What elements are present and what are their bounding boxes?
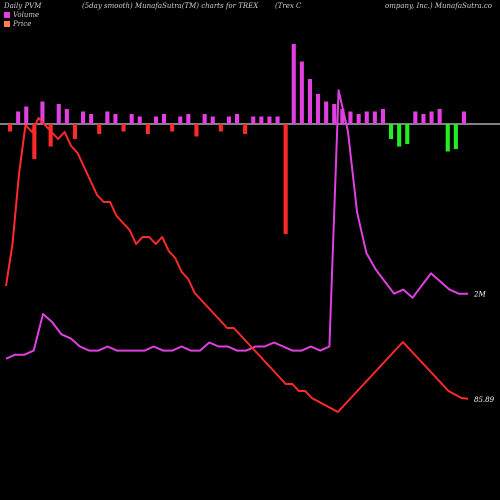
header-label-company-a: (Trex C (275, 2, 302, 10)
momentum-bar (243, 124, 248, 134)
momentum-bar (137, 116, 142, 124)
momentum-bar (97, 124, 102, 134)
momentum-bar (81, 111, 86, 124)
momentum-bar (48, 124, 53, 147)
momentum-bar (105, 111, 110, 124)
momentum-bar (129, 114, 134, 124)
legend-swatch-price (4, 21, 10, 27)
momentum-bar (421, 114, 426, 124)
momentum-bar (413, 111, 418, 124)
momentum-bar (429, 111, 434, 124)
momentum-bar (178, 116, 183, 124)
momentum-bar (372, 111, 377, 124)
momentum-bar (405, 124, 410, 144)
momentum-bar (24, 106, 29, 124)
momentum-bar (251, 116, 256, 124)
momentum-bar (113, 114, 118, 124)
momentum-bar (145, 124, 150, 134)
momentum-bar (72, 124, 77, 139)
momentum-bar (364, 111, 369, 124)
momentum-bar (235, 114, 240, 124)
momentum-bar (324, 101, 329, 124)
momentum-bar (162, 114, 167, 124)
momentum-bar (291, 44, 296, 124)
momentum-bar (170, 124, 175, 132)
legend-swatch-volume (4, 12, 10, 18)
legend-price: Price (4, 20, 31, 28)
momentum-bar (40, 101, 45, 124)
momentum-bar (218, 124, 223, 132)
legend-label-price: Price (13, 20, 32, 28)
momentum-bar (340, 109, 345, 124)
legend-volume: Volume (4, 11, 39, 19)
volume-line (5, 89, 468, 360)
momentum-bar (202, 114, 207, 124)
momentum-bar (267, 116, 272, 124)
momentum-bar (307, 79, 312, 124)
momentum-bar (332, 104, 337, 124)
momentum-bar (210, 116, 215, 124)
momentum-bar (226, 116, 231, 124)
momentum-bar (316, 94, 321, 124)
momentum-bar (397, 124, 402, 147)
volume-last-value-label: 2M (473, 291, 486, 299)
momentum-bar (356, 114, 361, 124)
momentum-bar (283, 124, 288, 234)
legend-label-volume: Volume (13, 11, 40, 19)
momentum-bar (445, 124, 450, 152)
header-label-title: (5day smooth) MunafaSutra(TM) charts for… (82, 2, 259, 10)
momentum-bar (437, 109, 442, 124)
momentum-bar (453, 124, 458, 149)
momentum-bar (16, 111, 21, 124)
momentum-bar (299, 61, 304, 124)
momentum-bar (153, 116, 158, 124)
price-last-value-label: 85.89 (474, 396, 495, 404)
momentum-bar (32, 124, 37, 159)
momentum-bar (259, 116, 264, 124)
momentum-bar (194, 124, 199, 137)
momentum-bar (275, 116, 280, 124)
momentum-bar (89, 114, 94, 124)
momentum-bar (461, 111, 466, 124)
momentum-bar (348, 111, 353, 124)
header-label-company-b: ompany, Inc.) MunafaSutra.co (385, 2, 492, 10)
header-label-daily: Daily PVM (4, 2, 42, 10)
momentum-bar (186, 114, 191, 124)
momentum-bar (56, 104, 61, 124)
momentum-bar (389, 124, 394, 139)
momentum-bar (64, 109, 69, 124)
momentum-bar (121, 124, 126, 132)
momentum-bar (380, 109, 385, 124)
momentum-bar (8, 124, 13, 132)
price-line (5, 117, 469, 413)
